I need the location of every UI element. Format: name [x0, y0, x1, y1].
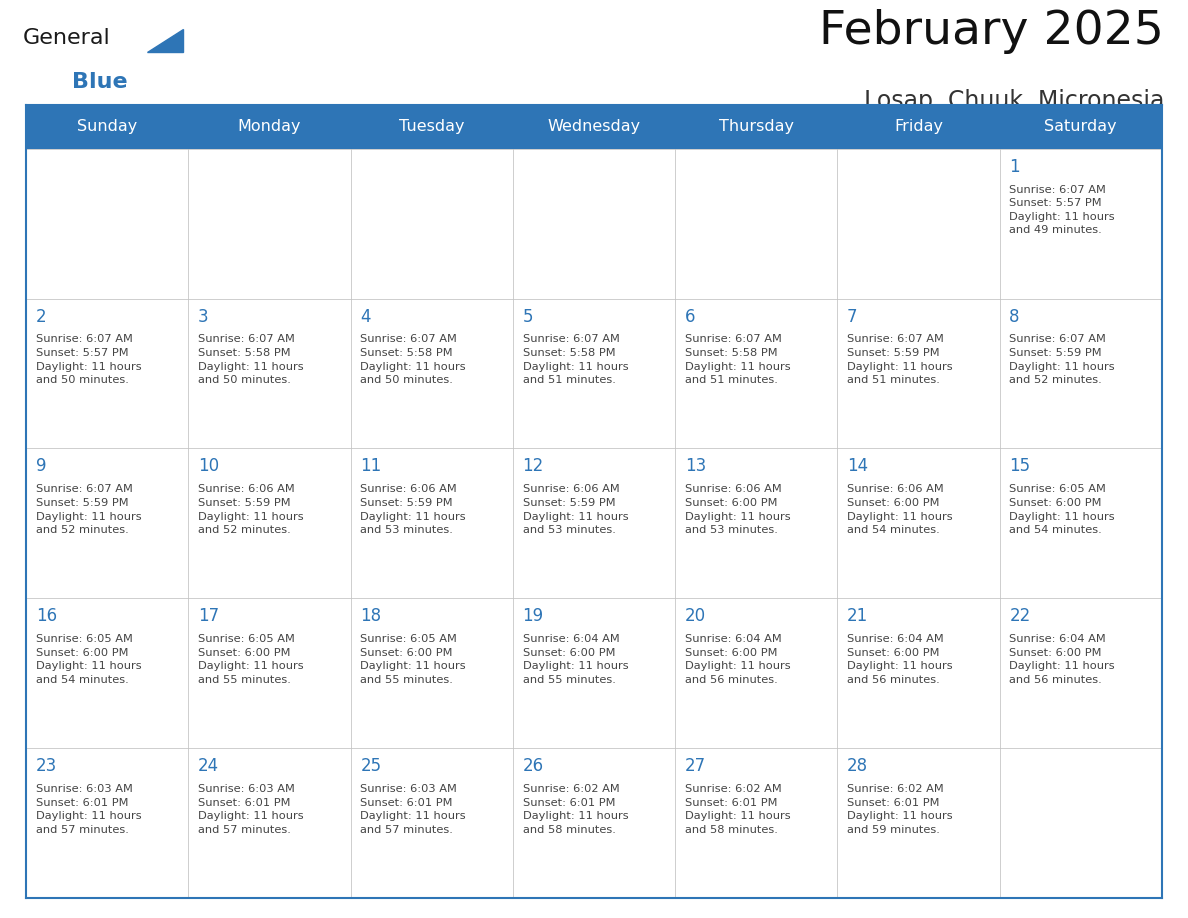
Text: Sunrise: 6:06 AM
Sunset: 6:00 PM
Daylight: 11 hours
and 53 minutes.: Sunrise: 6:06 AM Sunset: 6:00 PM Dayligh…: [684, 485, 790, 535]
Text: 24: 24: [198, 757, 220, 775]
Text: Sunday: Sunday: [77, 119, 138, 134]
Text: 16: 16: [36, 607, 57, 625]
Text: 21: 21: [847, 607, 868, 625]
Text: Sunrise: 6:07 AM
Sunset: 5:58 PM
Daylight: 11 hours
and 51 minutes.: Sunrise: 6:07 AM Sunset: 5:58 PM Dayligh…: [684, 334, 790, 386]
Text: Sunrise: 6:05 AM
Sunset: 6:00 PM
Daylight: 11 hours
and 55 minutes.: Sunrise: 6:05 AM Sunset: 6:00 PM Dayligh…: [360, 634, 466, 685]
Text: 3: 3: [198, 308, 209, 326]
Text: Sunrise: 6:04 AM
Sunset: 6:00 PM
Daylight: 11 hours
and 56 minutes.: Sunrise: 6:04 AM Sunset: 6:00 PM Dayligh…: [684, 634, 790, 685]
Text: 17: 17: [198, 607, 220, 625]
Text: Sunrise: 6:07 AM
Sunset: 5:59 PM
Daylight: 11 hours
and 51 minutes.: Sunrise: 6:07 AM Sunset: 5:59 PM Dayligh…: [847, 334, 953, 386]
Text: 27: 27: [684, 757, 706, 775]
Text: General: General: [23, 28, 110, 48]
Text: 23: 23: [36, 757, 57, 775]
Text: Sunrise: 6:03 AM
Sunset: 6:01 PM
Daylight: 11 hours
and 57 minutes.: Sunrise: 6:03 AM Sunset: 6:01 PM Dayligh…: [198, 784, 304, 834]
Text: 11: 11: [360, 457, 381, 476]
Text: Friday: Friday: [895, 119, 943, 134]
Text: Sunrise: 6:05 AM
Sunset: 6:00 PM
Daylight: 11 hours
and 54 minutes.: Sunrise: 6:05 AM Sunset: 6:00 PM Dayligh…: [36, 634, 141, 685]
Text: 15: 15: [1010, 457, 1030, 476]
Text: Blue: Blue: [71, 72, 127, 92]
Text: 4: 4: [360, 308, 371, 326]
Text: 22: 22: [1010, 607, 1031, 625]
Text: 7: 7: [847, 308, 858, 326]
Text: 13: 13: [684, 457, 706, 476]
Text: Sunrise: 6:02 AM
Sunset: 6:01 PM
Daylight: 11 hours
and 58 minutes.: Sunrise: 6:02 AM Sunset: 6:01 PM Dayligh…: [523, 784, 628, 834]
Text: 1: 1: [1010, 158, 1020, 175]
Text: Sunrise: 6:06 AM
Sunset: 5:59 PM
Daylight: 11 hours
and 52 minutes.: Sunrise: 6:06 AM Sunset: 5:59 PM Dayligh…: [198, 485, 304, 535]
Text: 26: 26: [523, 757, 544, 775]
Text: Wednesday: Wednesday: [548, 119, 640, 134]
Text: Sunrise: 6:07 AM
Sunset: 5:58 PM
Daylight: 11 hours
and 50 minutes.: Sunrise: 6:07 AM Sunset: 5:58 PM Dayligh…: [198, 334, 304, 386]
Text: 20: 20: [684, 607, 706, 625]
Text: 19: 19: [523, 607, 544, 625]
Text: Sunrise: 6:06 AM
Sunset: 6:00 PM
Daylight: 11 hours
and 54 minutes.: Sunrise: 6:06 AM Sunset: 6:00 PM Dayligh…: [847, 485, 953, 535]
Text: Sunrise: 6:04 AM
Sunset: 6:00 PM
Daylight: 11 hours
and 56 minutes.: Sunrise: 6:04 AM Sunset: 6:00 PM Dayligh…: [1010, 634, 1116, 685]
Text: 10: 10: [198, 457, 220, 476]
Text: Thursday: Thursday: [719, 119, 794, 134]
Text: Losap, Chuuk, Micronesia: Losap, Chuuk, Micronesia: [864, 89, 1164, 113]
Text: Sunrise: 6:03 AM
Sunset: 6:01 PM
Daylight: 11 hours
and 57 minutes.: Sunrise: 6:03 AM Sunset: 6:01 PM Dayligh…: [360, 784, 466, 834]
Text: Sunrise: 6:02 AM
Sunset: 6:01 PM
Daylight: 11 hours
and 59 minutes.: Sunrise: 6:02 AM Sunset: 6:01 PM Dayligh…: [847, 784, 953, 834]
Text: 18: 18: [360, 607, 381, 625]
Text: Sunrise: 6:07 AM
Sunset: 5:58 PM
Daylight: 11 hours
and 51 minutes.: Sunrise: 6:07 AM Sunset: 5:58 PM Dayligh…: [523, 334, 628, 386]
Text: Sunrise: 6:06 AM
Sunset: 5:59 PM
Daylight: 11 hours
and 53 minutes.: Sunrise: 6:06 AM Sunset: 5:59 PM Dayligh…: [523, 485, 628, 535]
Text: 28: 28: [847, 757, 868, 775]
Text: 25: 25: [360, 757, 381, 775]
Text: Sunrise: 6:07 AM
Sunset: 5:58 PM
Daylight: 11 hours
and 50 minutes.: Sunrise: 6:07 AM Sunset: 5:58 PM Dayligh…: [360, 334, 466, 386]
Text: 14: 14: [847, 457, 868, 476]
Text: 9: 9: [36, 457, 46, 476]
Text: Sunrise: 6:05 AM
Sunset: 6:00 PM
Daylight: 11 hours
and 54 minutes.: Sunrise: 6:05 AM Sunset: 6:00 PM Dayligh…: [1010, 485, 1116, 535]
Text: Sunrise: 6:07 AM
Sunset: 5:57 PM
Daylight: 11 hours
and 50 minutes.: Sunrise: 6:07 AM Sunset: 5:57 PM Dayligh…: [36, 334, 141, 386]
Text: Sunrise: 6:04 AM
Sunset: 6:00 PM
Daylight: 11 hours
and 55 minutes.: Sunrise: 6:04 AM Sunset: 6:00 PM Dayligh…: [523, 634, 628, 685]
Text: Sunrise: 6:04 AM
Sunset: 6:00 PM
Daylight: 11 hours
and 56 minutes.: Sunrise: 6:04 AM Sunset: 6:00 PM Dayligh…: [847, 634, 953, 685]
Text: 6: 6: [684, 308, 695, 326]
Text: Tuesday: Tuesday: [399, 119, 465, 134]
Text: Sunrise: 6:03 AM
Sunset: 6:01 PM
Daylight: 11 hours
and 57 minutes.: Sunrise: 6:03 AM Sunset: 6:01 PM Dayligh…: [36, 784, 141, 834]
Text: February 2025: February 2025: [820, 9, 1164, 54]
Text: Sunrise: 6:02 AM
Sunset: 6:01 PM
Daylight: 11 hours
and 58 minutes.: Sunrise: 6:02 AM Sunset: 6:01 PM Dayligh…: [684, 784, 790, 834]
Text: 12: 12: [523, 457, 544, 476]
Polygon shape: [146, 29, 183, 51]
Text: Sunrise: 6:07 AM
Sunset: 5:57 PM
Daylight: 11 hours
and 49 minutes.: Sunrise: 6:07 AM Sunset: 5:57 PM Dayligh…: [1010, 185, 1116, 236]
Text: Monday: Monday: [238, 119, 302, 134]
Text: Sunrise: 6:07 AM
Sunset: 5:59 PM
Daylight: 11 hours
and 52 minutes.: Sunrise: 6:07 AM Sunset: 5:59 PM Dayligh…: [1010, 334, 1116, 386]
Text: Saturday: Saturday: [1044, 119, 1117, 134]
Text: Sunrise: 6:07 AM
Sunset: 5:59 PM
Daylight: 11 hours
and 52 minutes.: Sunrise: 6:07 AM Sunset: 5:59 PM Dayligh…: [36, 485, 141, 535]
Text: 2: 2: [36, 308, 46, 326]
Text: 5: 5: [523, 308, 533, 326]
Text: 8: 8: [1010, 308, 1019, 326]
Text: Sunrise: 6:05 AM
Sunset: 6:00 PM
Daylight: 11 hours
and 55 minutes.: Sunrise: 6:05 AM Sunset: 6:00 PM Dayligh…: [198, 634, 304, 685]
Text: Sunrise: 6:06 AM
Sunset: 5:59 PM
Daylight: 11 hours
and 53 minutes.: Sunrise: 6:06 AM Sunset: 5:59 PM Dayligh…: [360, 485, 466, 535]
